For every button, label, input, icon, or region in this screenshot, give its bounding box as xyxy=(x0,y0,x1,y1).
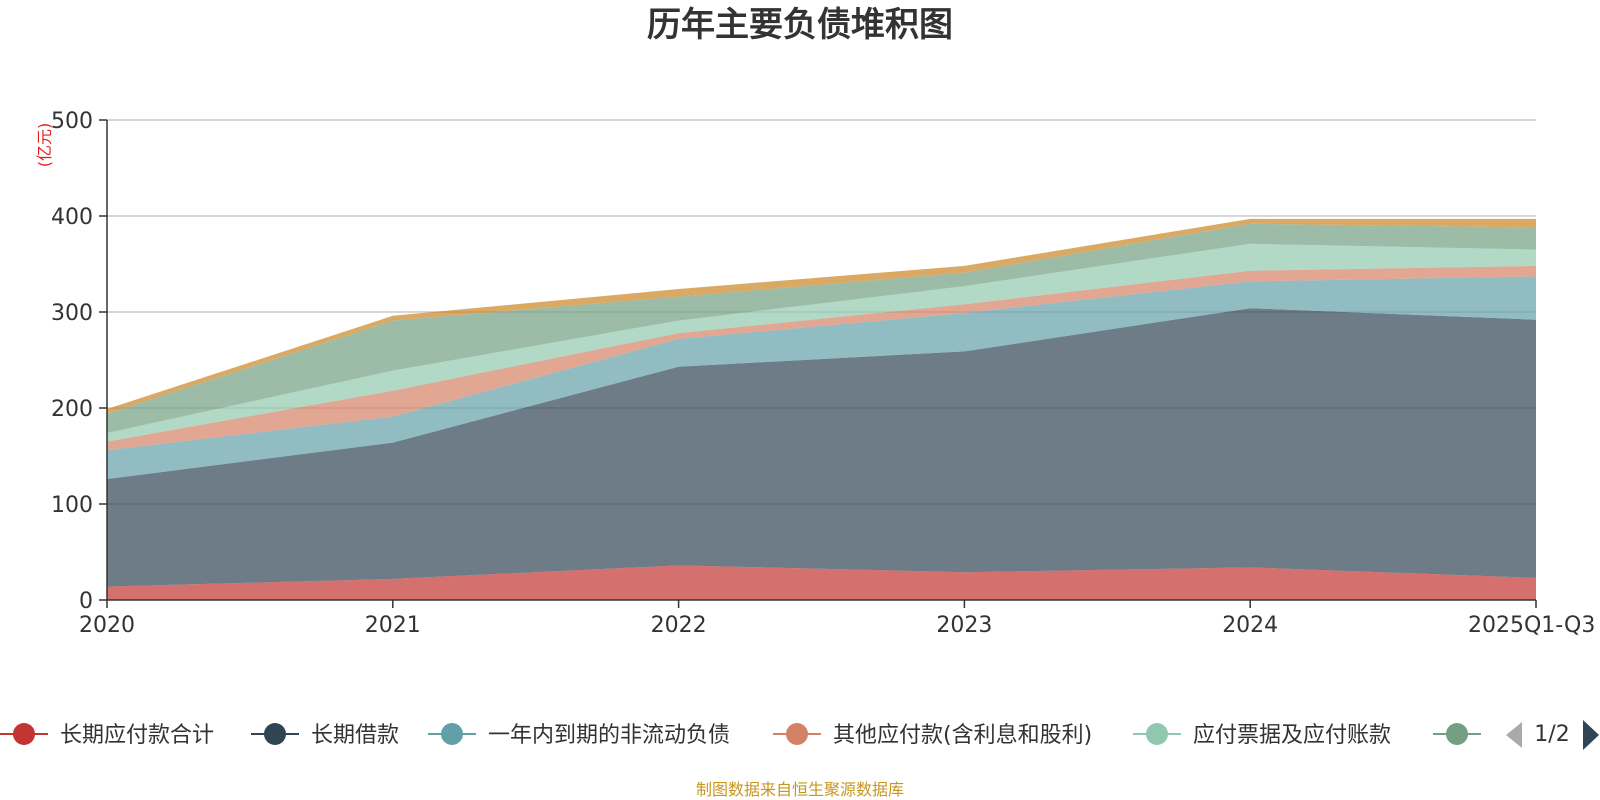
legend-label: 长期应付款合计 xyxy=(60,723,214,748)
area-series-3 xyxy=(107,265,1536,451)
y-tick-label: 100 xyxy=(51,493,93,518)
y-tick-label: 300 xyxy=(51,301,93,326)
x-tick-label: 2024 xyxy=(1222,613,1278,638)
x-tick-label: 2025Q1-Q3 xyxy=(1468,613,1595,638)
legend-item-3[interactable]: 其他应付款(含利息和股利) xyxy=(773,723,1092,748)
legend-label: 其他应付款(含利息和股利) xyxy=(833,723,1092,748)
x-tick-label: 2023 xyxy=(936,613,992,638)
legend-page-indicator: 1/2 xyxy=(1534,722,1569,747)
x-tick-label: 2022 xyxy=(651,613,707,638)
legend-item-0[interactable]: 长期应付款合计 xyxy=(0,723,214,748)
legend-item-5[interactable] xyxy=(1433,723,1481,745)
legend-marker xyxy=(786,723,808,745)
y-tick-label: 400 xyxy=(51,205,93,230)
legend-marker xyxy=(1446,723,1468,745)
area-series-0 xyxy=(107,565,1536,600)
legend-marker xyxy=(441,723,463,745)
legend-item-4[interactable]: 应付票据及应付账款 xyxy=(1133,723,1391,748)
legend-prev-icon[interactable] xyxy=(1506,722,1522,748)
legend-label: 一年内到期的非流动负债 xyxy=(488,723,730,748)
legend-next-icon[interactable] xyxy=(1583,720,1599,750)
legend-item-1[interactable]: 长期借款 xyxy=(251,723,399,748)
area-series-1 xyxy=(107,308,1536,587)
y-tick-label: 200 xyxy=(51,397,93,422)
legend-marker xyxy=(264,723,286,745)
area-series-2 xyxy=(107,276,1536,479)
area-series-group xyxy=(107,218,1536,600)
axes: 0 100 200 300 400 500 2020 2021 2022 2023 2024 2025… xyxy=(51,109,1595,638)
source-note: 制图数据来自恒生聚源数据库 xyxy=(696,780,904,799)
legend-marker xyxy=(13,723,35,745)
legend-label: 应付票据及应付账款 xyxy=(1193,723,1391,748)
legend-label: 长期借款 xyxy=(311,723,399,748)
y-axis-unit: (亿元) xyxy=(35,123,54,168)
legend-marker xyxy=(1146,723,1168,745)
area-series-6 xyxy=(107,218,1536,414)
y-tick-label: 0 xyxy=(79,589,93,614)
legend-item-2[interactable]: 一年内到期的非流动负债 xyxy=(428,723,730,748)
area-series-5 xyxy=(107,223,1536,433)
x-tick-label: 2021 xyxy=(365,613,421,638)
x-tick-label: 2020 xyxy=(79,613,135,638)
legend: 长期应付款合计 长期借款 一年内到期的非流动负债 其他应付款(含利息和股利) 应付票据及… xyxy=(0,720,1599,750)
chart-title: 历年主要负债堆积图 xyxy=(647,5,953,45)
y-tick-label: 500 xyxy=(51,109,93,134)
area-series-4 xyxy=(107,243,1536,442)
